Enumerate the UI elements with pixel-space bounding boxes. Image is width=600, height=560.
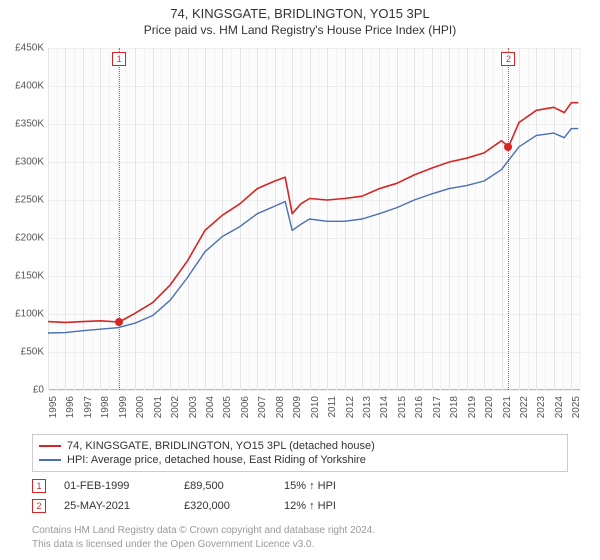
x-tick-label: 2025 <box>571 396 582 418</box>
series-hpi <box>48 129 578 333</box>
x-tick-label: 2017 <box>432 396 443 418</box>
x-tick-label: 2015 <box>397 396 408 418</box>
x-tick-label: 2023 <box>536 396 547 418</box>
x-tick-label: 2005 <box>222 396 233 418</box>
sale-marker <box>504 143 512 151</box>
y-tick-label: £300K <box>15 157 44 168</box>
x-tick-label: 2022 <box>519 396 530 418</box>
attribution-text: Contains HM Land Registry data © Crown c… <box>32 524 568 551</box>
x-tick-label: 2013 <box>362 396 373 418</box>
x-tick-label: 2020 <box>484 396 495 418</box>
attribution-line: This data is licensed under the Open Gov… <box>32 538 568 552</box>
attribution-line: Contains HM Land Registry data © Crown c… <box>32 524 568 538</box>
y-tick-label: £200K <box>15 233 44 244</box>
sales-price: £320,000 <box>184 500 284 512</box>
x-tick-label: 2021 <box>502 396 513 418</box>
y-tick-label: £250K <box>15 195 44 206</box>
grid-x-minor <box>580 48 581 390</box>
sales-index-box: 2 <box>32 499 46 513</box>
chart-subtitle: Price paid vs. HM Land Registry's House … <box>0 21 600 37</box>
chart-title: 74, KINGSGATE, BRIDLINGTON, YO15 3PL <box>0 0 600 21</box>
reference-line <box>119 48 120 390</box>
reference-line <box>508 48 509 390</box>
sales-vs-hpi: 12% ↑ HPI <box>284 500 404 512</box>
x-tick-label: 1995 <box>48 396 59 418</box>
legend-swatch <box>39 459 61 461</box>
y-tick-label: £150K <box>15 271 44 282</box>
legend-item: HPI: Average price, detached house, East… <box>39 453 561 467</box>
sales-row: 2 25-MAY-2021£320,00012% ↑ HPI <box>32 496 568 516</box>
sales-index-box: 1 <box>32 479 46 493</box>
x-tick-label: 2009 <box>292 396 303 418</box>
x-tick-label: 2004 <box>205 396 216 418</box>
y-tick-label: £0 <box>33 385 44 396</box>
legend-swatch <box>39 445 61 447</box>
x-tick-label: 2010 <box>310 396 321 418</box>
legend: 74, KINGSGATE, BRIDLINGTON, YO15 3PL (de… <box>32 434 568 472</box>
reference-index-box: 2 <box>501 52 515 66</box>
x-tick-label: 2006 <box>240 396 251 418</box>
x-tick-label: 2018 <box>449 396 460 418</box>
x-tick-label: 2014 <box>379 396 390 418</box>
grid-y <box>48 390 580 391</box>
line-plot-svg <box>48 48 580 390</box>
y-tick-label: £50K <box>21 347 44 358</box>
sales-vs-hpi: 15% ↑ HPI <box>284 480 404 492</box>
x-tick-label: 2007 <box>257 396 268 418</box>
y-tick-label: £400K <box>15 81 44 92</box>
sales-date: 01-FEB-1999 <box>64 480 184 492</box>
x-tick-label: 2012 <box>345 396 356 418</box>
x-tick-label: 2001 <box>153 396 164 418</box>
x-tick-label: 1997 <box>83 396 94 418</box>
plot-area: 12 <box>48 48 580 390</box>
sales-row: 1 01-FEB-1999£89,50015% ↑ HPI <box>32 476 568 496</box>
sales-date: 25-MAY-2021 <box>64 500 184 512</box>
legend-label: 74, KINGSGATE, BRIDLINGTON, YO15 3PL (de… <box>67 440 375 452</box>
series-property <box>48 103 578 323</box>
x-tick-label: 2016 <box>414 396 425 418</box>
sale-marker <box>115 318 123 326</box>
y-tick-label: £100K <box>15 309 44 320</box>
x-tick-label: 2002 <box>170 396 181 418</box>
x-tick-label: 2024 <box>554 396 565 418</box>
figure-root: 74, KINGSGATE, BRIDLINGTON, YO15 3PL Pri… <box>0 0 600 560</box>
x-tick-label: 2000 <box>135 396 146 418</box>
legend-item: 74, KINGSGATE, BRIDLINGTON, YO15 3PL (de… <box>39 439 561 453</box>
y-axis: £0£50K£100K£150K£200K£250K£300K£350K£400… <box>0 48 48 390</box>
y-tick-label: £350K <box>15 119 44 130</box>
x-tick-label: 1996 <box>65 396 76 418</box>
y-tick-label: £450K <box>15 43 44 54</box>
x-tick-label: 1998 <box>100 396 111 418</box>
legend-label: HPI: Average price, detached house, East… <box>67 454 366 466</box>
x-tick-label: 2019 <box>467 396 478 418</box>
x-tick-label: 2011 <box>327 396 338 418</box>
sales-price: £89,500 <box>184 480 284 492</box>
reference-index-box: 1 <box>112 52 126 66</box>
x-tick-label: 2003 <box>188 396 199 418</box>
x-tick-label: 2008 <box>275 396 286 418</box>
x-tick-label: 1999 <box>118 396 129 418</box>
sales-table: 1 01-FEB-1999£89,50015% ↑ HPI 2 25-MAY-2021… <box>32 476 568 516</box>
